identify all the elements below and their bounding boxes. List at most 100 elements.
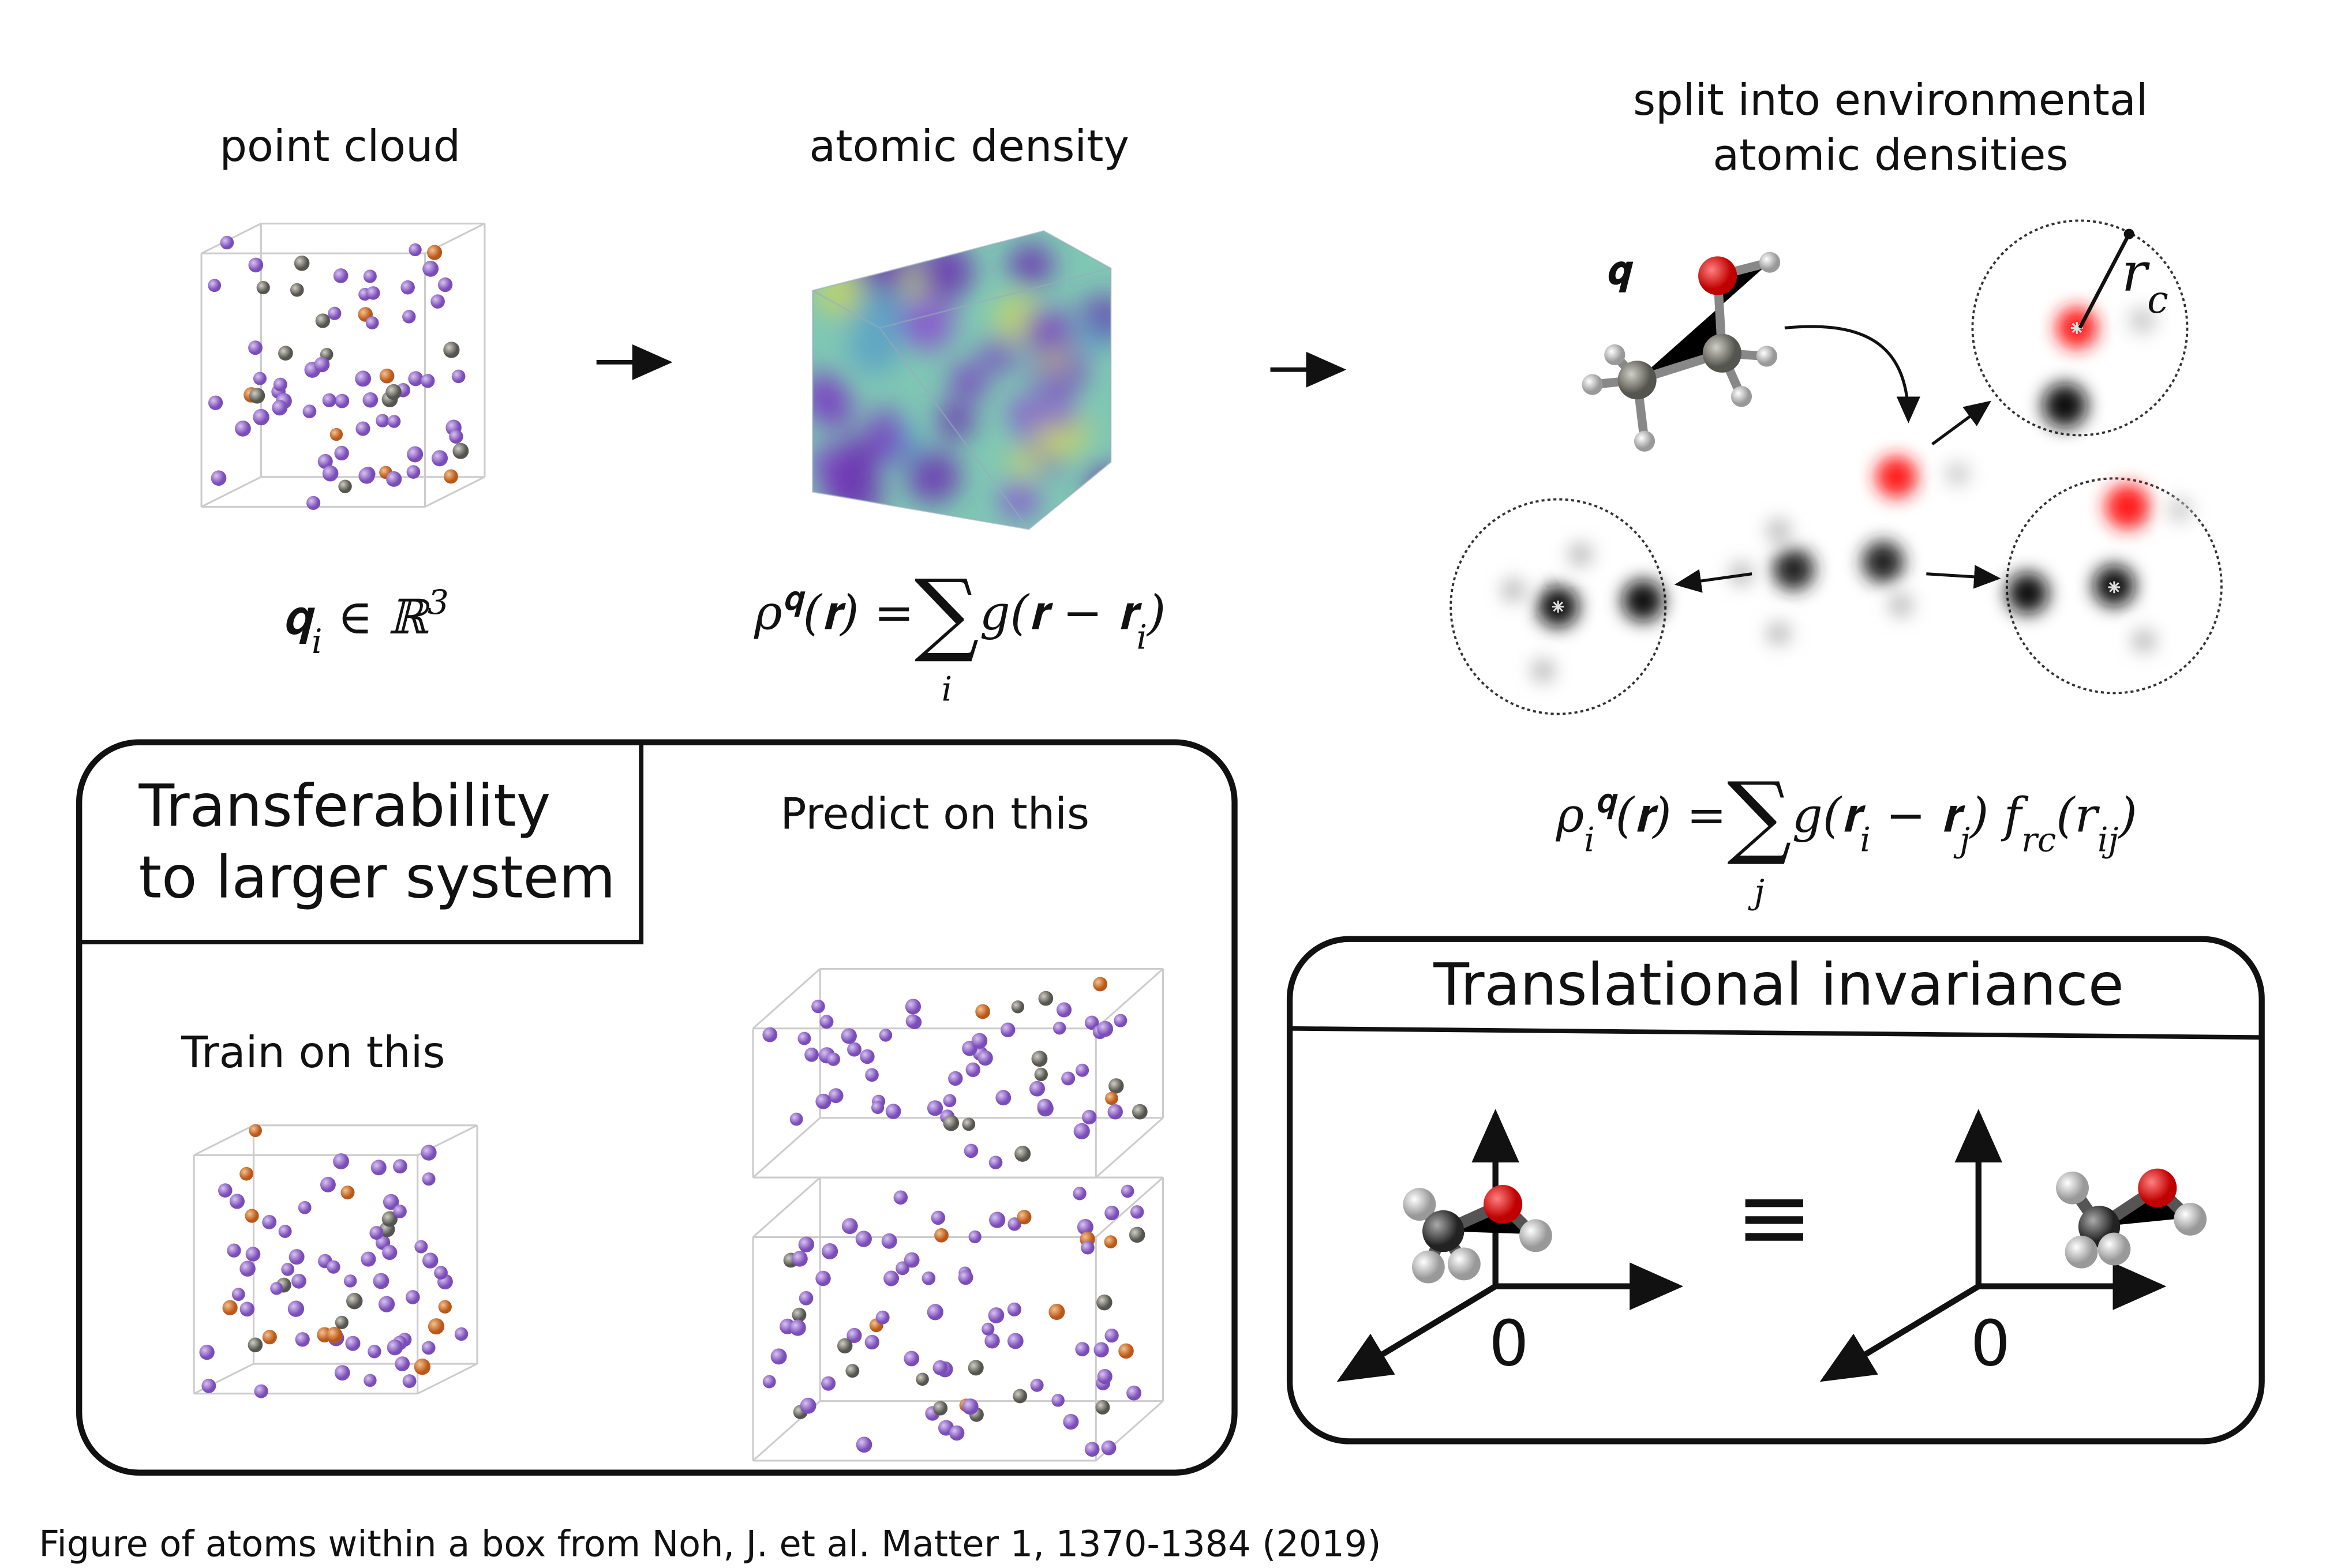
atom bbox=[1030, 1378, 1044, 1392]
density-blob bbox=[900, 296, 954, 351]
environment bbox=[2005, 477, 2223, 695]
equivalence: ≡ bbox=[1736, 1163, 1813, 1271]
atom bbox=[393, 1159, 407, 1174]
atom bbox=[248, 340, 263, 355]
atom bbox=[789, 1112, 803, 1126]
atom bbox=[875, 1310, 890, 1325]
atom bbox=[405, 1290, 420, 1304]
atom bbox=[1081, 1241, 1095, 1255]
atom bbox=[270, 1282, 283, 1295]
atom bbox=[948, 1071, 963, 1086]
box-edge bbox=[752, 1117, 821, 1179]
transferability-box bbox=[76, 739, 1238, 1476]
atom bbox=[208, 395, 223, 410]
atom bbox=[422, 260, 439, 277]
atom bbox=[421, 1341, 436, 1355]
atom bbox=[362, 392, 379, 408]
atom bbox=[409, 243, 422, 257]
atom bbox=[434, 1266, 448, 1280]
atom bbox=[272, 400, 288, 416]
formula: ρ𝐪(𝐫) = bbox=[754, 578, 914, 640]
atom bbox=[320, 1177, 336, 1192]
atom bbox=[789, 1319, 806, 1336]
atom bbox=[262, 1214, 277, 1229]
molecule-label: 𝐪 bbox=[1606, 247, 1634, 292]
atom bbox=[1104, 1328, 1119, 1343]
arrow bbox=[1931, 400, 1992, 446]
atom bbox=[1061, 1071, 1076, 1086]
atom bbox=[322, 465, 339, 482]
panel-title: point cloud bbox=[219, 121, 460, 171]
atom bbox=[893, 1190, 908, 1205]
box-edge bbox=[193, 1124, 254, 1156]
atom bbox=[1051, 1394, 1065, 1407]
atom bbox=[254, 1384, 268, 1398]
sum-index: i bbox=[942, 669, 953, 708]
atom bbox=[1017, 1210, 1032, 1225]
atom bbox=[916, 1372, 929, 1386]
atom bbox=[256, 280, 270, 295]
atom bbox=[273, 377, 287, 392]
box-edge bbox=[201, 476, 262, 508]
atom bbox=[335, 1315, 349, 1329]
atom bbox=[245, 1209, 259, 1223]
formula-part: ρ bbox=[754, 585, 782, 640]
density-blobs bbox=[1501, 307, 2192, 683]
atom bbox=[382, 1245, 398, 1261]
density-blob bbox=[949, 362, 988, 401]
atom bbox=[278, 346, 293, 361]
atom bbox=[792, 1251, 808, 1267]
density-blob bbox=[880, 231, 919, 268]
atom bbox=[1104, 1235, 1118, 1248]
atom bbox=[365, 316, 379, 329]
atom bbox=[302, 404, 317, 419]
atom bbox=[368, 1345, 381, 1359]
molecule-atoms bbox=[1582, 252, 1781, 452]
atom bbox=[421, 1145, 437, 1161]
atom bbox=[239, 1301, 255, 1317]
panel-title: split into environmental bbox=[1633, 74, 2148, 125]
train-label: Train on this bbox=[181, 1027, 445, 1078]
atom bbox=[381, 1211, 398, 1227]
atom bbox=[428, 1318, 445, 1335]
formula: 𝐪i ∈ ℝ3 bbox=[282, 583, 449, 661]
radius-end bbox=[2123, 228, 2134, 239]
atom bbox=[1075, 1342, 1090, 1357]
atom bbox=[800, 1397, 816, 1414]
atom bbox=[1097, 1021, 1114, 1037]
formula-part: ) bbox=[1146, 585, 1166, 640]
labels: point cloud atomic density split into en… bbox=[39, 74, 2168, 1565]
box-edge bbox=[424, 476, 485, 508]
atom bbox=[841, 1218, 858, 1235]
box-edge bbox=[417, 1363, 478, 1395]
formula: ρi𝐪(𝐫) = bbox=[1556, 781, 1726, 860]
atom bbox=[449, 429, 463, 444]
atom bbox=[1014, 1146, 1031, 1162]
atom-box bbox=[200, 222, 486, 510]
atom bbox=[1076, 1063, 1089, 1077]
atom bbox=[883, 1270, 900, 1286]
atom bbox=[904, 1351, 920, 1367]
atom bbox=[408, 371, 424, 387]
atom bbox=[345, 1336, 361, 1351]
atom bbox=[995, 1090, 1012, 1106]
atom bbox=[984, 1333, 1000, 1349]
density-blob bbox=[816, 391, 855, 429]
environment bbox=[1449, 498, 1667, 715]
atom bbox=[881, 1233, 897, 1249]
atom bbox=[431, 450, 448, 467]
atom bbox=[248, 1337, 263, 1353]
atom bbox=[1132, 1104, 1148, 1120]
atom bbox=[1105, 1091, 1118, 1105]
atom bbox=[227, 1243, 241, 1258]
atom bbox=[927, 1100, 943, 1116]
atom bbox=[871, 1101, 885, 1115]
atom bbox=[797, 1031, 811, 1045]
atom bbox=[355, 370, 372, 387]
atom bbox=[314, 357, 330, 373]
atom bbox=[294, 255, 310, 271]
formula: g(𝐫i − 𝐫j) frc(rij) bbox=[1792, 788, 2137, 860]
atom bbox=[1114, 1014, 1128, 1027]
atom bbox=[383, 1194, 399, 1210]
atom bbox=[1126, 1385, 1142, 1401]
